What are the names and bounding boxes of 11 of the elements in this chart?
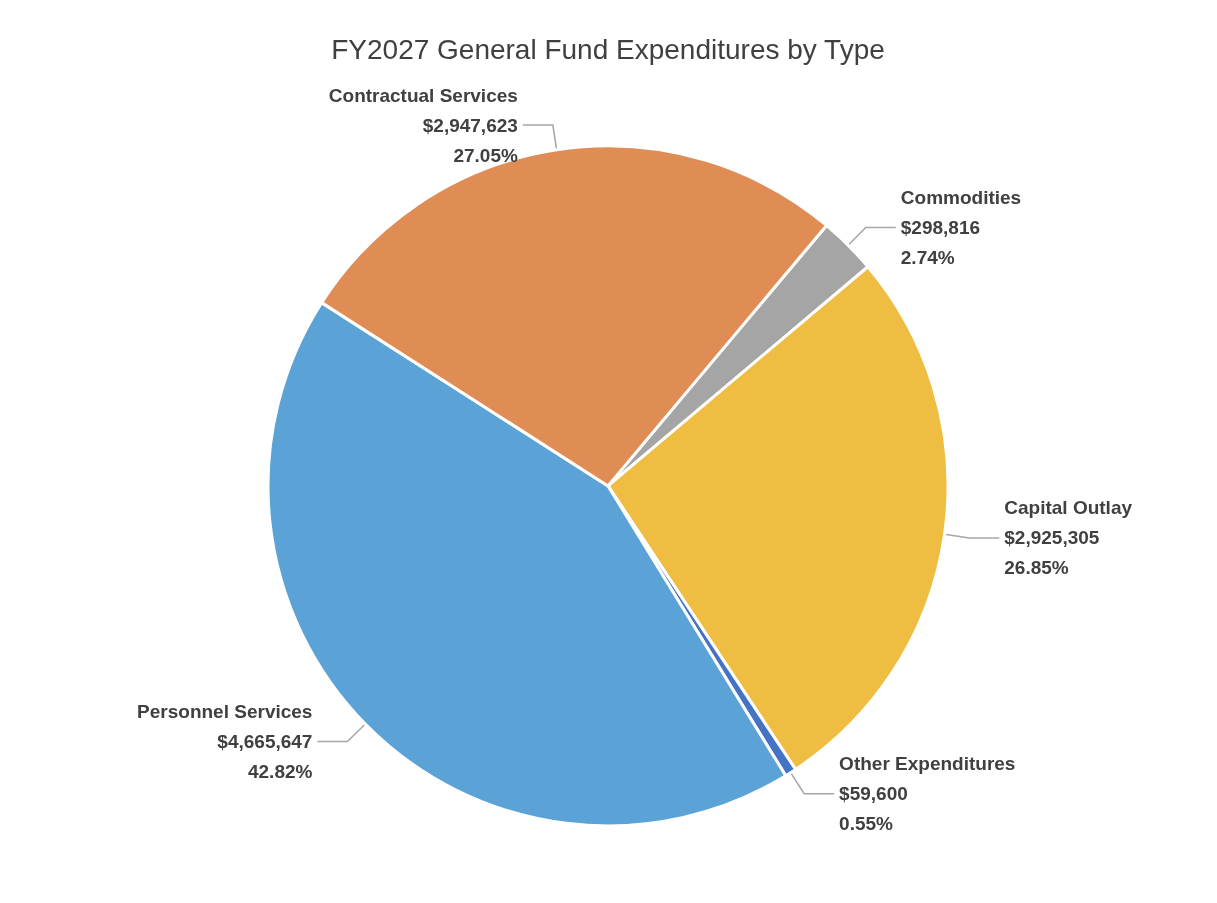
slice-label: Capital Outlay: [1004, 497, 1133, 519]
slice-label: Other Expenditures: [839, 753, 1016, 775]
data-label: $4,665,647 42.82%: [217, 731, 313, 782]
data-label: $59,600 0.55%: [839, 783, 908, 835]
chart-title: FY2027 General Fund Expenditures by Type: [331, 33, 885, 65]
slice-label: Contractual Services: [328, 84, 518, 106]
slice-label: Personnel Services: [137, 701, 313, 722]
data-label: $2,947,623 27.05%: [422, 114, 518, 166]
slice-label: Commodities: [900, 187, 1022, 209]
data-label: $298,816 2.74%: [900, 217, 981, 269]
data-label: $2,925,305 26.85%: [1004, 527, 1100, 579]
